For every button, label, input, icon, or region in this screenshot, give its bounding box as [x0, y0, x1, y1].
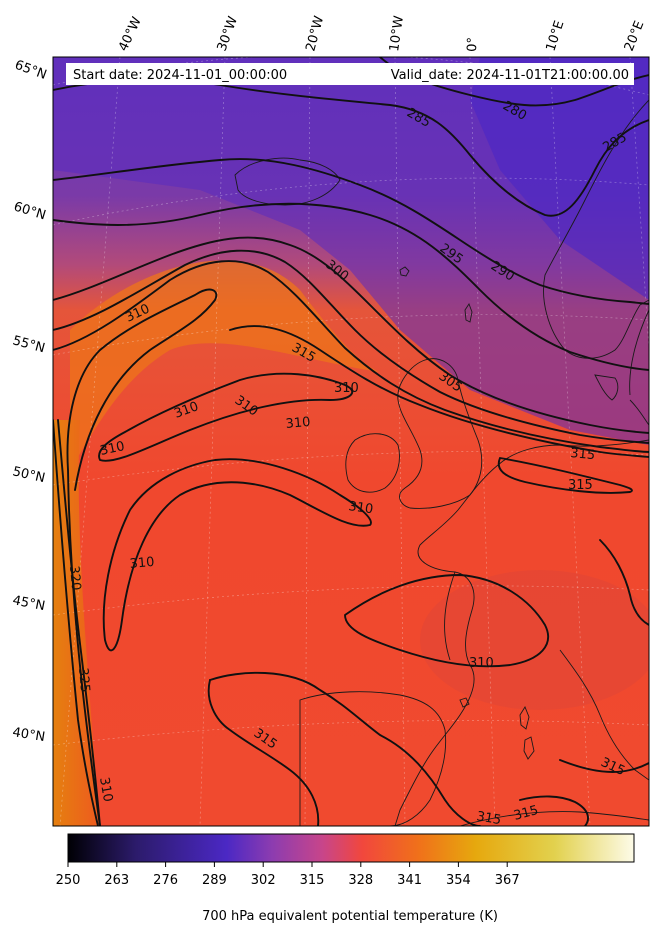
- lon-label-10e: 10°E: [544, 19, 568, 53]
- contour-315-se: [559, 759, 649, 773]
- contour-label: 310: [469, 656, 494, 671]
- lat-label-65n: 65°N: [13, 58, 49, 83]
- colorbar-label: 700 hPa equivalent potential temperature…: [202, 909, 498, 924]
- coastlines: [234, 99, 649, 826]
- faroe-coast: [399, 266, 410, 277]
- contour-315-east: [497, 457, 633, 494]
- contour-315-iberia: [207, 679, 320, 826]
- colorbar-tick-label: 328: [348, 873, 373, 888]
- contour-315-south: [209, 671, 481, 826]
- contour-310-outer: [53, 260, 649, 453]
- map-frame: [52, 56, 650, 827]
- contour-295: [53, 202, 649, 371]
- contour-label: 310: [347, 499, 374, 517]
- balearic-coast: [459, 697, 470, 708]
- contour-310-south: [344, 574, 550, 668]
- coldest-air-region: [470, 57, 649, 300]
- contour-label: 310: [285, 415, 311, 432]
- valid-date-label: Valid_date: 2024-11-01T21:00:00.00: [391, 68, 629, 83]
- lat-label-60n: 60°N: [12, 199, 48, 223]
- contour-label: 310: [129, 555, 155, 572]
- contour-315-bottom: [519, 795, 589, 826]
- sweden-coast: [629, 309, 649, 396]
- lon-label-30w: 30°W: [215, 14, 241, 53]
- great-britain-coast: [397, 358, 483, 509]
- lon-label-20e: 20°E: [622, 19, 648, 54]
- shetland-coast: [464, 303, 473, 323]
- contour-325: [53, 419, 99, 826]
- contour-label: 320: [66, 565, 83, 591]
- latitude-labels: 65°N 60°N 55°N 50°N 45°N 40°N: [11, 58, 49, 745]
- lat-label-50n: 50°N: [11, 464, 46, 486]
- colorbar-tick-label: 302: [251, 873, 276, 888]
- contour-315-se2: [599, 539, 649, 626]
- contour-label: 315: [512, 803, 540, 824]
- longitude-labels: 40°W 30°W 20°W 10°W 0° 10°E 20°E: [116, 14, 647, 53]
- colorbar-tick-label: 354: [446, 873, 471, 888]
- colorbar-tick-label: 289: [202, 873, 227, 888]
- contour-label: 315: [475, 809, 502, 828]
- north-africa-coast: [459, 811, 649, 826]
- lon-label-0: 0°: [465, 37, 481, 52]
- warm-tongue: [70, 260, 380, 470]
- lon-label-40w: 40°W: [116, 15, 145, 54]
- colorbar-tick-label: 315: [300, 873, 325, 888]
- lon-label-20w: 20°W: [303, 14, 327, 53]
- scandinavia-coast: [543, 99, 649, 359]
- baltic-coast: [629, 399, 649, 426]
- corsica-coast: [519, 706, 530, 730]
- contour-label: 315: [568, 478, 593, 493]
- sardinia-coast: [523, 736, 535, 760]
- colorbar-tick-label: 367: [495, 873, 520, 888]
- contour-290: [53, 158, 649, 305]
- contour-label: 310: [99, 439, 126, 459]
- contour-label: 310: [96, 776, 115, 803]
- contour-label: 315: [570, 446, 596, 463]
- colorbar-tick-label: 276: [153, 873, 178, 888]
- header-box: [66, 63, 634, 85]
- contour-305: [53, 249, 649, 444]
- contour-300: [53, 236, 649, 434]
- iceland-coast: [234, 157, 341, 206]
- lon-label-10w: 10°W: [387, 15, 407, 53]
- colorbar: 250 263 276 289 302 315 328 341 354 367 700 hPa e…: [56, 833, 635, 924]
- denmark-coast: [594, 374, 619, 401]
- italy-coast: [559, 649, 649, 781]
- lat-label-55n: 55°N: [11, 333, 47, 356]
- colorbar-tick-label: 263: [104, 873, 129, 888]
- colorbar-tick-label: 341: [397, 873, 422, 888]
- biscay-coast: [444, 571, 456, 661]
- colorbar-gradient: [67, 833, 635, 863]
- contour-315-band: [229, 325, 649, 458]
- contour-label: 310: [334, 381, 359, 396]
- iberia-coast: [299, 691, 447, 826]
- lat-label-40n: 40°N: [11, 725, 46, 745]
- contour-310-loop: [98, 372, 354, 462]
- lat-label-45n: 45°N: [11, 593, 46, 614]
- contours: [53, 57, 649, 826]
- field-patch: [420, 570, 649, 710]
- colorbar-tick-label: 250: [56, 873, 81, 888]
- map-area: [53, 57, 649, 826]
- ireland-coast: [345, 433, 400, 493]
- start-date-label: Start date: 2024-11-01_00:00:00: [73, 68, 287, 83]
- colorbar-ticks: 250 263 276 289 302 315 328 341 354 367: [56, 862, 520, 888]
- contour-320: [57, 419, 101, 826]
- contour-310-mid: [102, 458, 372, 652]
- contour-label: 325: [75, 667, 92, 693]
